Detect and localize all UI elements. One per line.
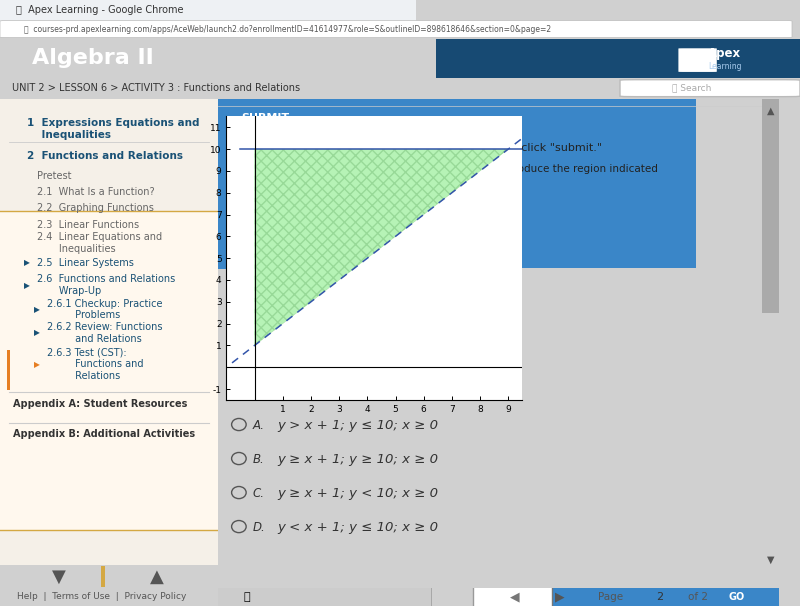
Text: 2.3  Linear Functions: 2.3 Linear Functions bbox=[37, 219, 139, 230]
FancyBboxPatch shape bbox=[63, 585, 431, 606]
Text: 🔍 Search: 🔍 Search bbox=[672, 84, 712, 93]
Text: SUBMIT: SUBMIT bbox=[241, 113, 290, 123]
Text: ▶: ▶ bbox=[24, 258, 30, 267]
FancyBboxPatch shape bbox=[58, 0, 472, 269]
Text: ▼: ▼ bbox=[766, 555, 774, 565]
Text: UNIT 2 > LESSON 6 > ACTIVITY 3 : Functions and Relations: UNIT 2 > LESSON 6 > ACTIVITY 3 : Functio… bbox=[12, 83, 300, 93]
FancyBboxPatch shape bbox=[552, 585, 800, 606]
Text: B.: B. bbox=[253, 453, 265, 466]
Text: 🖨: 🖨 bbox=[243, 592, 250, 602]
FancyBboxPatch shape bbox=[249, 0, 595, 268]
Text: ▲: ▲ bbox=[150, 567, 164, 585]
Text: ⓘ  courses-prd.apexlearning.com/apps/AceWeb/launch2.do?enrollmentID=41614977&rol: ⓘ courses-prd.apexlearning.com/apps/AceW… bbox=[24, 25, 551, 33]
FancyBboxPatch shape bbox=[0, 21, 792, 38]
Text: 1  Expressions Equations and
    Inequalities: 1 Expressions Equations and Inequalities bbox=[27, 118, 200, 140]
Text: ▶: ▶ bbox=[24, 281, 30, 290]
FancyBboxPatch shape bbox=[0, 0, 416, 30]
Text: ▶: ▶ bbox=[34, 328, 40, 337]
Text: ▼: ▼ bbox=[52, 567, 66, 585]
FancyBboxPatch shape bbox=[436, 30, 800, 86]
Text: Apex: Apex bbox=[708, 47, 742, 60]
Text: 2  Functions and Relations: 2 Functions and Relations bbox=[27, 151, 183, 161]
Text: of 2: of 2 bbox=[688, 592, 708, 602]
Text: ▶: ▶ bbox=[34, 360, 40, 369]
Text: D.: D. bbox=[253, 521, 266, 534]
Text: ◀: ◀ bbox=[510, 590, 520, 604]
FancyBboxPatch shape bbox=[620, 79, 800, 97]
FancyBboxPatch shape bbox=[324, 0, 671, 268]
Text: y < x + 1; y ≤ 10; x ≥ 0: y < x + 1; y ≤ 10; x ≥ 0 bbox=[278, 521, 438, 534]
Text: 2.6  Functions and Relations
       Wrap-Up: 2.6 Functions and Relations Wrap-Up bbox=[37, 275, 175, 296]
Text: ▶: ▶ bbox=[34, 305, 40, 314]
Text: A.: A. bbox=[253, 419, 265, 432]
Bar bbox=[6, 350, 10, 390]
Text: Multiple Choice:: Multiple Choice: bbox=[229, 143, 330, 153]
Text: Appendix A: Student Resources: Appendix A: Student Resources bbox=[13, 399, 187, 409]
Text: Pretest: Pretest bbox=[37, 171, 71, 181]
Text: 2: 2 bbox=[657, 592, 664, 602]
Text: GO: GO bbox=[728, 592, 745, 602]
FancyBboxPatch shape bbox=[148, 0, 494, 268]
Text: ▶: ▶ bbox=[555, 590, 565, 604]
FancyBboxPatch shape bbox=[678, 48, 717, 72]
Text: Learning: Learning bbox=[708, 62, 742, 72]
Text: Page: Page bbox=[598, 592, 623, 602]
Text: Help  |  Terms of Use  |  Privacy Policy: Help | Terms of Use | Privacy Policy bbox=[18, 593, 186, 601]
Text: 2.6.2 Review: Functions
         and Relations: 2.6.2 Review: Functions and Relations bbox=[46, 322, 162, 344]
Text: 2.2  Graphing Functions: 2.2 Graphing Functions bbox=[37, 203, 154, 213]
Text: 2.1  What Is a Function?: 2.1 What Is a Function? bbox=[37, 187, 154, 197]
Text: Which of the following systems of inequalities would produce the region indicate: Which of the following systems of inequa… bbox=[229, 164, 658, 174]
FancyBboxPatch shape bbox=[0, 211, 276, 530]
Text: Algebra II: Algebra II bbox=[32, 48, 154, 68]
Text: C.: C. bbox=[253, 487, 265, 500]
Bar bbox=[101, 566, 105, 587]
Text: 2.6.1 Checkup: Practice
         Problems: 2.6.1 Checkup: Practice Problems bbox=[46, 299, 162, 320]
Text: 📄  Apex Learning - Google Chrome: 📄 Apex Learning - Google Chrome bbox=[16, 5, 183, 15]
FancyBboxPatch shape bbox=[758, 0, 782, 313]
Text: Appendix B: Additional Activities: Appendix B: Additional Activities bbox=[13, 429, 195, 439]
Text: on the graph below?: on the graph below? bbox=[229, 176, 336, 187]
FancyBboxPatch shape bbox=[0, 0, 278, 606]
Text: 2.6.3 Test (CST):
         Functions and
         Relations: 2.6.3 Test (CST): Functions and Relation… bbox=[46, 348, 143, 381]
Text: 2.4  Linear Equations and
       Inequalities: 2.4 Linear Equations and Inequalities bbox=[37, 233, 162, 254]
Text: y > x + 1; y ≤ 10; x ≥ 0: y > x + 1; y ≤ 10; x ≥ 0 bbox=[278, 419, 438, 432]
Text: y ≥ x + 1; y ≥ 10; x ≥ 0: y ≥ x + 1; y ≥ 10; x ≥ 0 bbox=[278, 453, 438, 466]
Text: Please select the best answer and click "submit.": Please select the best answer and click … bbox=[327, 143, 602, 153]
Text: ▲: ▲ bbox=[766, 105, 774, 115]
Text: y ≥ x + 1; y < 10; x ≥ 0: y ≥ x + 1; y < 10; x ≥ 0 bbox=[278, 487, 438, 500]
Text: 2.5  Linear Systems: 2.5 Linear Systems bbox=[37, 258, 134, 268]
FancyBboxPatch shape bbox=[350, 0, 697, 268]
FancyBboxPatch shape bbox=[473, 585, 800, 606]
